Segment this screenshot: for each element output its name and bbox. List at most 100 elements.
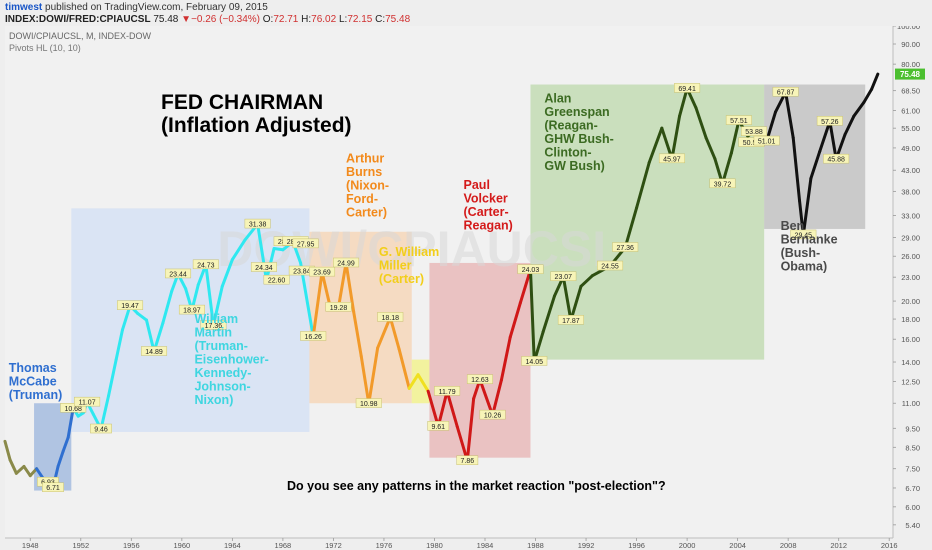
pivot-label: 24.34 (250, 262, 277, 272)
symbol-name[interactable]: INDEX:DOWI/FRED:CPIAUCSL (5, 14, 151, 25)
time-tick-label: 1964 (224, 541, 241, 550)
era-label-william-martin: William Martin (Truman-Eisenhower-Kennedy-… (194, 312, 268, 407)
time-tick-label: 2012 (830, 541, 847, 550)
pivot-label: 12.63 (466, 374, 493, 384)
pivot-label-bg (325, 302, 352, 312)
series-segment (388, 315, 401, 351)
series-segment (801, 176, 813, 237)
price-tick-label: 7.50 (905, 465, 920, 474)
time-tick-label: 1952 (72, 541, 89, 550)
series-segment (852, 100, 866, 118)
price-tick-label: 33.00 (901, 211, 920, 220)
pivot-label-text: 14.89 (145, 349, 163, 356)
era-label-line: Alan (544, 91, 571, 105)
series-segment (204, 263, 215, 327)
series-segment (397, 347, 411, 390)
pivot-label-text: 24.03 (522, 267, 540, 274)
time-tick-label: 1948 (22, 541, 39, 550)
pivot-label-text: 19.47 (121, 303, 139, 310)
pivot-label: 27.36 (612, 242, 639, 252)
pivot-label: 19.47 (117, 300, 144, 310)
time-tick-label: 1996 (628, 541, 645, 550)
time-tick-label: 1960 (173, 541, 190, 550)
series-segment (14, 464, 26, 475)
published-note: published on TradingView.com, February 0… (45, 2, 268, 13)
pivot-label: 57.26 (816, 116, 843, 126)
pivot-label: 31.38 (244, 218, 271, 229)
era-label-line: GHW Bush- (544, 132, 613, 146)
series-segment (647, 126, 664, 164)
price-tick-label: 12.50 (901, 377, 920, 386)
series-segment (352, 310, 363, 358)
author-link[interactable]: timwest (5, 2, 43, 13)
pivot-label-text: 11.07 (79, 400, 96, 407)
price-tick-label: 80.00 (901, 60, 920, 69)
series-segment (426, 389, 440, 428)
change-down-arrow-icon: ▼ (181, 14, 192, 25)
era-label-line: (Carter- (464, 205, 509, 219)
series-segment (136, 311, 148, 322)
price-axis[interactable]: 100.00 90.00 80.00 68.50 61.00 55.00 49.00 43.0… (892, 26, 920, 538)
era-label-line: McCabe (9, 375, 57, 389)
legend-indicator[interactable]: Pivots HL (10, 10) (9, 43, 81, 53)
pivot-label-bg (753, 135, 780, 146)
time-tick-label: 1968 (275, 541, 292, 550)
pivot-label: 67.87 (772, 86, 799, 97)
last-value: 75.48 (153, 14, 179, 25)
era-label-line: Nixon) (194, 393, 233, 407)
pivot-label-text: 57.26 (821, 119, 839, 126)
legend-series[interactable]: DOWI/CPIAUCSL, M, INDEX-DOW (9, 31, 152, 41)
series-segment (862, 87, 874, 104)
close-label: C: (375, 14, 386, 25)
pivot-label-text: 10.68 (64, 406, 82, 413)
pivot-label-bg (456, 455, 479, 465)
series-segment (809, 149, 822, 180)
pivot-label: 39.72 (709, 178, 736, 188)
pivot-label-bg (60, 403, 87, 413)
pivot-label-bg (250, 262, 277, 272)
low-label: L: (338, 14, 348, 25)
series-segment (61, 436, 70, 453)
series-segment (843, 114, 856, 137)
series-segment (499, 335, 512, 382)
pivot-label-text: 14.05 (525, 359, 543, 366)
pivot-label-text: 45.88 (827, 157, 845, 164)
time-axis[interactable]: 1948 1952 1956 1960 1964 1968 1972 1976 1980 1984… (5, 537, 898, 550)
pivot-label: 14.89 (141, 346, 168, 356)
pivot-label: 14.05 (521, 356, 548, 366)
pivot-label-bg (74, 396, 101, 407)
series-segment (407, 373, 420, 390)
series-segment (220, 258, 234, 288)
pivot-label: 10.68 (60, 403, 87, 413)
series-segment (445, 389, 459, 429)
pivot-label: 7.86 (456, 455, 479, 465)
series-segment (230, 238, 247, 262)
pivot-label-text: 18.97 (183, 308, 201, 315)
era-label-line: Ben (781, 219, 805, 233)
pivot-label-bg (479, 409, 506, 420)
series-segment (416, 373, 430, 393)
series-segment (541, 294, 556, 334)
era-label-line: Carter) (346, 205, 387, 219)
change-value: −0.26 (−0.34%) (191, 14, 260, 25)
pivot-label-bg (816, 116, 843, 126)
series-segment (491, 378, 503, 417)
price-tick-label: 11.00 (902, 399, 920, 408)
time-tick-label: 2008 (780, 541, 797, 550)
era-box-william-martin (71, 208, 310, 432)
pivot-label-bg (597, 260, 624, 271)
pivot-label-bg (427, 421, 450, 431)
price-tick-label: 68.50 (901, 87, 920, 96)
era-label-line: (Bush- (781, 246, 821, 260)
pivot-label: 45.88 (823, 153, 850, 164)
series-segment (561, 275, 573, 322)
price-chart[interactable]: DOWI/CPIAUCSL 6.936.7110.6811.079.4619.4… (0, 26, 932, 550)
era-label-g-william-miller: G. William Miller (Carter) (379, 245, 439, 286)
pivot-label-bg (263, 274, 290, 285)
pivot-label-text: 24.73 (197, 262, 215, 269)
pivot-label: 24.73 (192, 259, 219, 269)
high-value: 76.02 (311, 14, 337, 25)
last-price-tag-bg (895, 68, 925, 80)
pivot-label-bg (300, 331, 327, 341)
pivot-label-bg (658, 153, 685, 164)
